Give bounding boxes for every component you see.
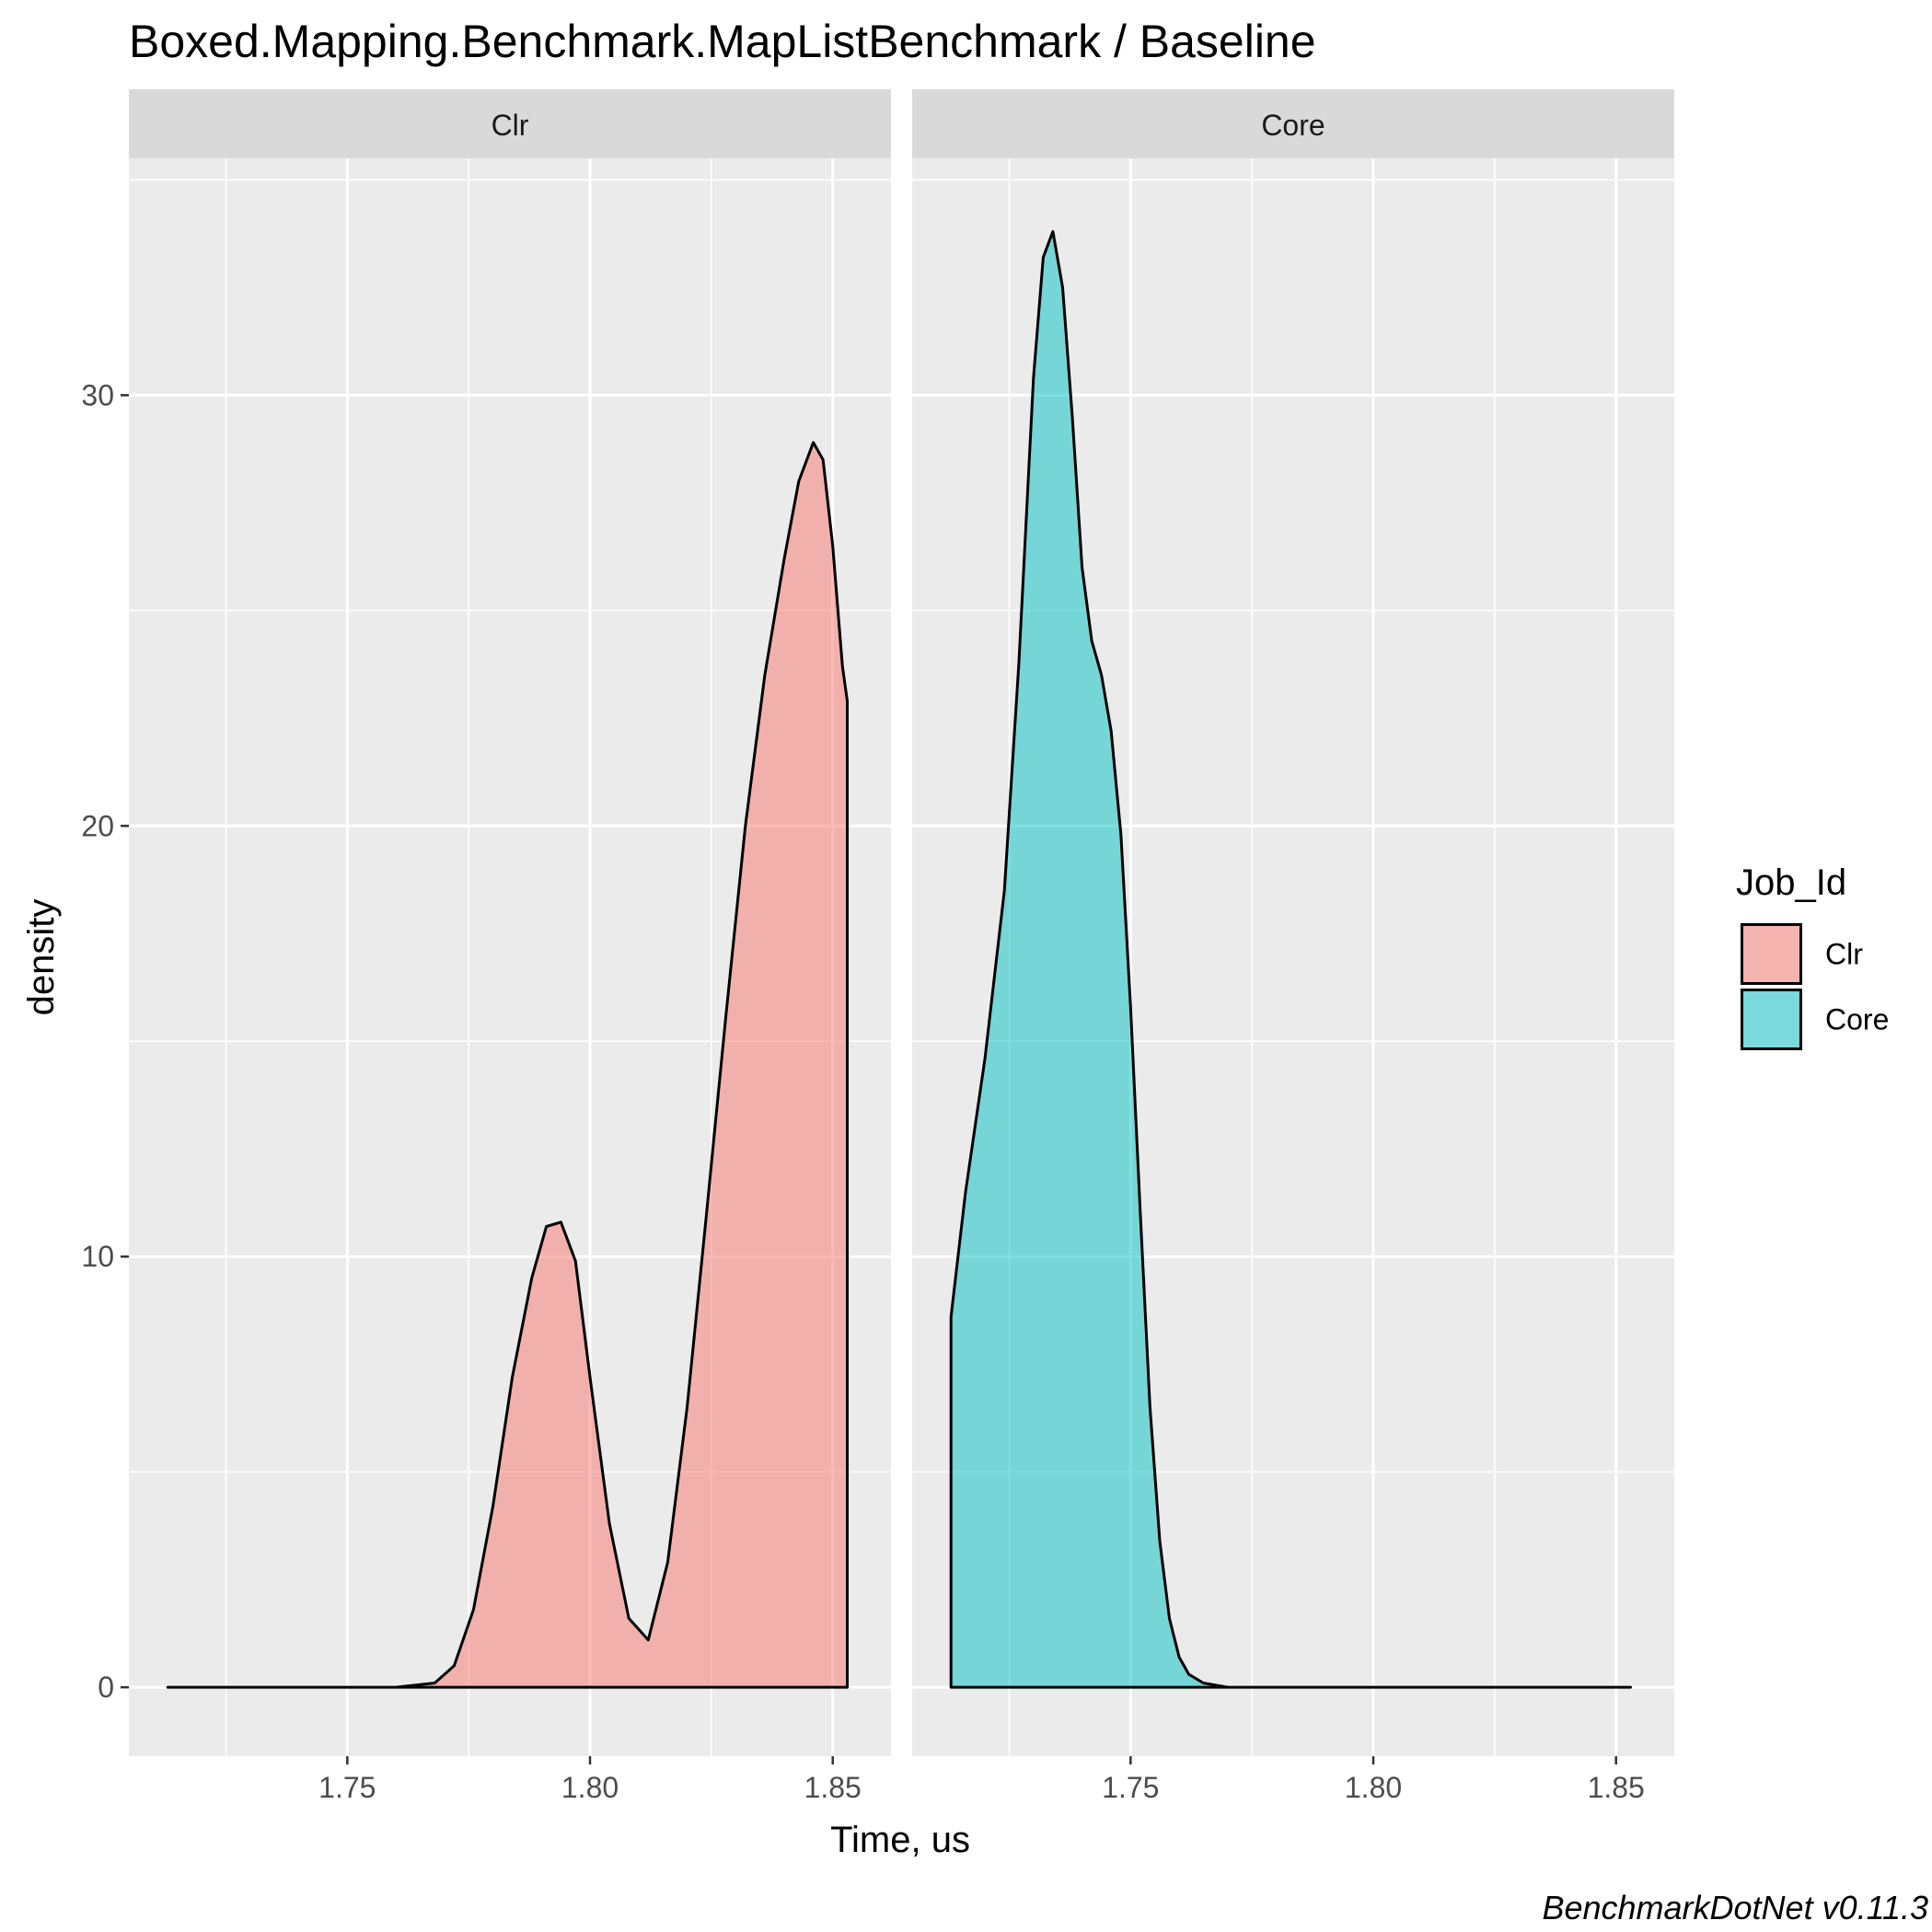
x-axis-clr: 1.75 1.80 1.85 — [318, 1756, 862, 1804]
x-tick-label: 1.75 — [318, 1771, 376, 1804]
chart-title: Boxed.Mapping.Benchmark.MapListBenchmark… — [129, 16, 1316, 67]
strip-label: Core — [1261, 109, 1325, 142]
strip-background — [912, 89, 1674, 158]
legend-key-clr — [1741, 923, 1802, 985]
x-tick-label: 1.80 — [1345, 1771, 1402, 1804]
x-tick-label: 1.85 — [1588, 1771, 1645, 1804]
legend-title: Job_Id — [1736, 862, 1846, 903]
panel-clr: Clr — [129, 89, 891, 1756]
strip-background — [129, 89, 891, 158]
y-axis: 0 10 20 30 — [81, 378, 129, 1704]
y-tick-label: 0 — [98, 1671, 114, 1704]
legend-label-clr: Clr — [1825, 938, 1863, 971]
x-axis-core: 1.75 1.80 1.85 — [1102, 1756, 1645, 1804]
legend-key-core — [1741, 989, 1802, 1050]
y-tick-label: 10 — [81, 1240, 114, 1273]
x-axis-title: Time, us — [830, 1820, 970, 1860]
density-area-clr — [166, 441, 849, 1689]
strip-label: Clr — [492, 109, 529, 142]
y-axis-title: density — [21, 899, 62, 1016]
y-tick-label: 30 — [81, 378, 114, 411]
x-tick-label: 1.75 — [1102, 1771, 1159, 1804]
caption: BenchmarkDotNet v0.11.3 — [1542, 1889, 1928, 1926]
facet-panels: Clr Core — [129, 89, 1674, 1756]
density-area-core — [949, 230, 1632, 1689]
legend-label-core: Core — [1825, 1003, 1889, 1036]
x-tick-label: 1.85 — [804, 1771, 862, 1804]
y-tick-label: 20 — [81, 809, 114, 842]
x-tick-label: 1.80 — [561, 1771, 619, 1804]
legend: Job_Id Clr Core — [1736, 862, 1889, 1050]
panel-core: Core — [912, 89, 1674, 1756]
x-axes: 1.75 1.80 1.85 1.75 1.80 1.85 — [318, 1756, 1645, 1804]
